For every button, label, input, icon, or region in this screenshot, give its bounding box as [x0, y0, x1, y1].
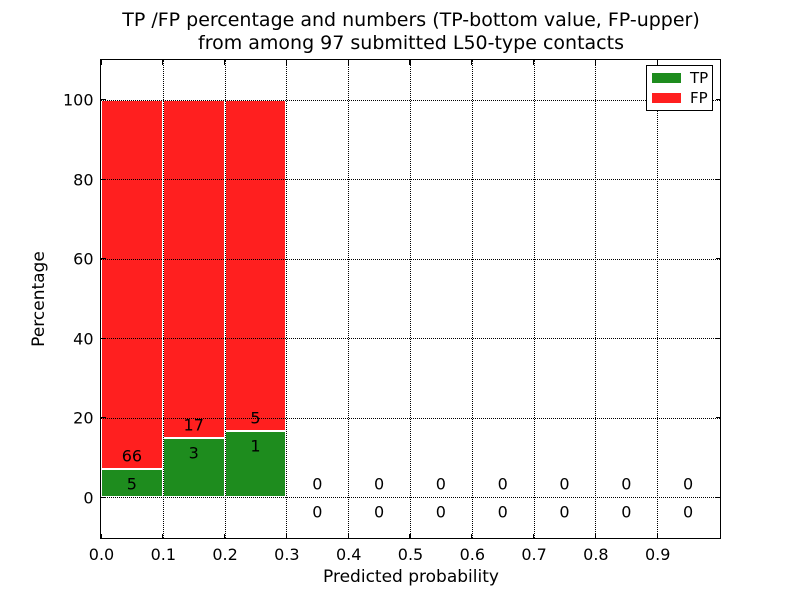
- legend-item-fp: FP: [647, 89, 712, 107]
- bar-fp-segment: [162, 99, 225, 438]
- legend-item-tp: TP: [647, 69, 712, 87]
- x-tick-bottom: [471, 533, 473, 538]
- x-tick-top: [533, 60, 535, 65]
- chart-title-block: TP /FP percentage and numbers (TP-bottom…: [101, 9, 721, 55]
- x-tick-top: [100, 60, 102, 65]
- bar-tp-segment: [101, 469, 163, 498]
- y-tick-label: 0: [83, 488, 94, 508]
- y-tick-right: [715, 337, 720, 339]
- tp-count-label: 0: [312, 502, 323, 522]
- legend-swatch-fp: [652, 93, 681, 103]
- tp-count-label: 0: [374, 502, 385, 522]
- x-tick-top: [224, 60, 226, 65]
- x-tick-label: 0.4: [335, 545, 362, 564]
- fp-count-label: 17: [183, 415, 204, 435]
- tp-count-label: 0: [683, 502, 694, 522]
- v-gridline: [410, 60, 411, 538]
- y-tick-label: 80: [73, 170, 94, 190]
- v-gridline: [348, 60, 350, 538]
- v-gridline: [224, 60, 226, 538]
- fp-count-label: 66: [121, 446, 143, 466]
- tp-count-label: 0: [559, 502, 570, 522]
- y-tick-left: [101, 178, 106, 180]
- y-tick-right: [715, 417, 720, 419]
- x-tick-top: [594, 60, 596, 65]
- y-tick-right: [715, 178, 720, 180]
- x-tick-bottom: [100, 533, 102, 538]
- v-gridline: [286, 60, 288, 538]
- fp-count-label: 0: [559, 474, 570, 494]
- v-gridline: [471, 60, 473, 538]
- fp-count-label: 0: [683, 474, 694, 494]
- x-tick-label: 0.7: [521, 545, 547, 564]
- tp-count-label: 1: [250, 436, 261, 456]
- bar-fp-segment: [224, 99, 287, 431]
- x-tick-top: [471, 60, 473, 65]
- x-tick-bottom: [224, 533, 226, 538]
- x-tick-top: [656, 60, 658, 65]
- v-gridline: [657, 60, 659, 538]
- x-tick-top: [409, 60, 411, 65]
- x-tick-label: 0.6: [459, 545, 486, 564]
- x-tick-label: 0.5: [397, 545, 424, 564]
- bar-tp-segment: [162, 437, 225, 498]
- chart-subtitle: from among 97 submitted L50-type contact…: [198, 32, 624, 54]
- x-tick-top: [162, 60, 164, 65]
- y-tick-label: 20: [73, 408, 94, 428]
- fp-count-label: 5: [250, 408, 261, 428]
- x-tick-bottom: [162, 533, 164, 538]
- legend-label-tp: TP: [690, 69, 709, 87]
- x-tick-label: 0.9: [644, 545, 671, 564]
- y-tick-right: [715, 258, 720, 260]
- y-tick-left: [101, 99, 106, 101]
- y-tick-left: [101, 417, 106, 419]
- v-gridline: [533, 60, 535, 538]
- fp-count-label: 0: [312, 474, 323, 494]
- y-tick-left: [101, 496, 106, 498]
- fp-count-label: 0: [374, 474, 385, 494]
- x-tick-top: [347, 60, 349, 65]
- legend-label-fp: FP: [690, 89, 708, 107]
- legend-swatch-tp: [652, 73, 681, 83]
- v-gridline: [595, 60, 597, 538]
- bar-fp-segment: [101, 99, 163, 470]
- y-tick-right: [715, 99, 720, 101]
- tp-count-label: 3: [188, 443, 199, 463]
- x-tick-top: [285, 60, 287, 65]
- x-tick-label: 0.2: [212, 545, 238, 564]
- x-tick-bottom: [656, 533, 658, 538]
- x-tick-bottom: [347, 533, 349, 538]
- x-tick-label: 0.8: [583, 545, 609, 564]
- x-tick-label: 0.0: [88, 545, 115, 564]
- y-tick-left: [101, 258, 106, 260]
- tp-count-label: 5: [126, 474, 137, 494]
- y-tick-right: [715, 496, 720, 498]
- x-tick-label: 0.1: [150, 545, 177, 564]
- fp-count-label: 0: [621, 474, 632, 494]
- x-tick-bottom: [285, 533, 287, 538]
- fp-count-label: 0: [435, 474, 446, 494]
- tp-count-label: 0: [621, 502, 632, 522]
- x-tick-bottom: [409, 533, 411, 538]
- fp-count-label: 0: [497, 474, 508, 494]
- tp-count-label: 0: [497, 502, 508, 522]
- y-axis-label: Percentage: [29, 251, 49, 347]
- plot-area: 66 5 17 3 5 1 0 0 0 0 0 0 0 0 0 0 0 0 0 0: [100, 59, 721, 539]
- chart-title: TP /FP percentage and numbers (TP-bottom…: [122, 9, 700, 31]
- v-gridline: [162, 60, 164, 538]
- y-tick-left: [101, 337, 106, 339]
- tp-count-label: 0: [435, 502, 446, 522]
- y-tick-label: 60: [73, 249, 94, 269]
- legend: TP FP: [646, 65, 713, 111]
- x-tick-bottom: [594, 533, 596, 538]
- y-tick-label: 100: [62, 90, 94, 110]
- x-axis-label: Predicted probability: [323, 567, 499, 587]
- y-tick-label: 40: [73, 329, 94, 349]
- x-tick-label: 0.3: [274, 545, 300, 564]
- x-tick-bottom: [533, 533, 535, 538]
